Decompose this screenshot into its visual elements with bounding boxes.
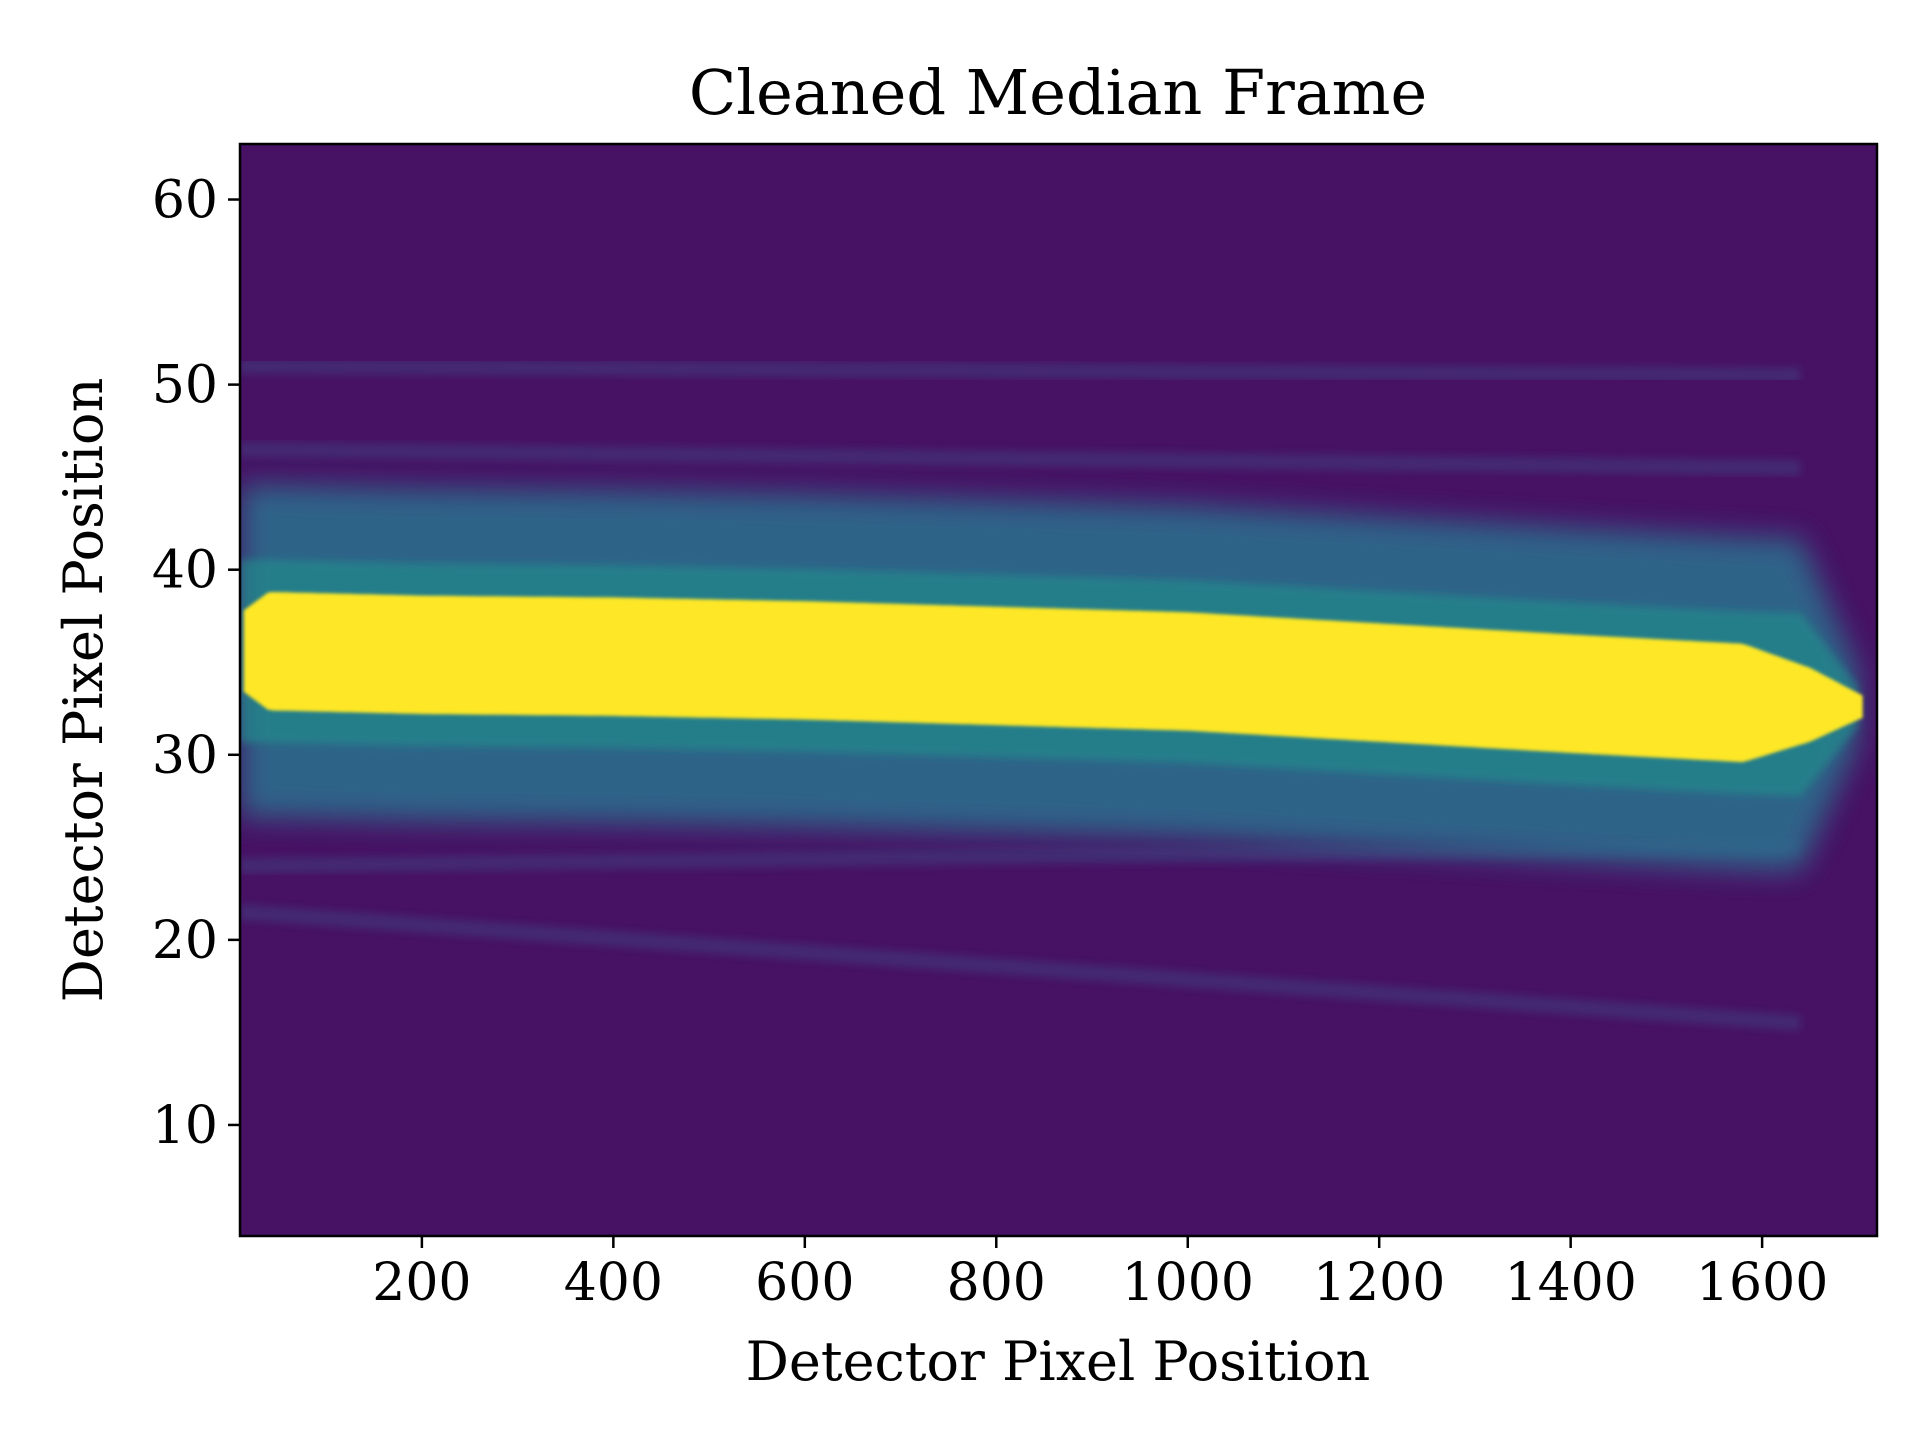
faint-streak: [240, 904, 1801, 1032]
y-tick-label: 20: [152, 911, 218, 971]
x-tick-label: 400: [564, 1253, 663, 1313]
y-axis: 10 20 30 40 50 60: [152, 171, 240, 1156]
faint-streak: [240, 441, 1801, 476]
plot-frame: [238, 142, 1879, 1238]
y-tick-label: 50: [152, 356, 218, 416]
faint-streak: [240, 358, 1801, 384]
x-tick-label: 1600: [1696, 1253, 1828, 1313]
y-tick-label: 40: [152, 541, 218, 601]
y-tick-label: 10: [152, 1096, 218, 1156]
y-axis-label: Detector Pixel Position: [52, 378, 115, 1003]
x-tick-label: 1200: [1313, 1253, 1445, 1313]
x-tick-label: 800: [947, 1253, 1046, 1313]
y-tick-label: 30: [152, 726, 218, 786]
plot-area: [240, 144, 1877, 1236]
x-axis-label: Detector Pixel Position: [746, 1330, 1371, 1393]
y-tick-label: 60: [152, 171, 218, 231]
x-axis: 200 400 600 800 1000 1200 1400 1600: [372, 1236, 1828, 1313]
x-tick-label: 200: [372, 1253, 471, 1313]
chart-title: Cleaned Median Frame: [689, 56, 1427, 129]
x-tick-label: 1400: [1504, 1253, 1636, 1313]
x-tick-label: 1000: [1122, 1253, 1254, 1313]
x-tick-label: 600: [755, 1253, 854, 1313]
spectral-trace: [243, 592, 1863, 763]
